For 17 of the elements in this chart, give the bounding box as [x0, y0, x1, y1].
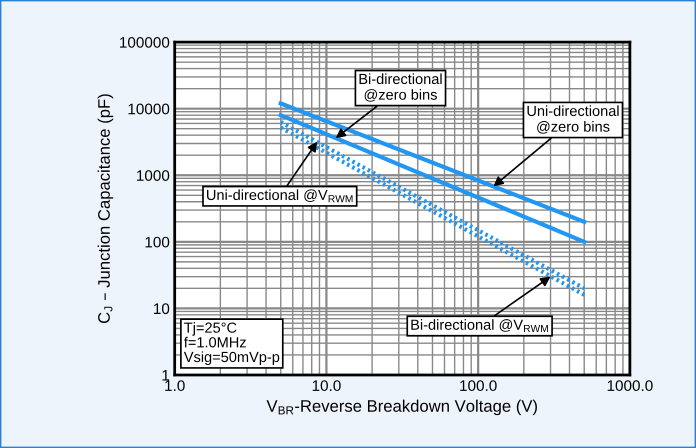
y-tick-label: 1 — [162, 370, 170, 381]
x-tick-label: 1.0 — [165, 380, 185, 392]
x-tick-label: 100.0 — [460, 380, 497, 392]
annotation: Uni-directional @zero bins — [528, 105, 619, 134]
y-tick-label: 10 — [154, 303, 170, 314]
y-tick-label: 100 — [146, 236, 170, 248]
x-axis-title: V$_{BR}$-Reverse Breakdown Voltage (V) — [266, 400, 537, 416]
annotation: Bi-directional @V$_{RWM}$ — [411, 319, 548, 332]
y-tick-label: 10000 — [128, 104, 170, 114]
y-tick-label: 100000 — [120, 36, 170, 48]
x-tick-label: 1000.0 — [608, 380, 653, 392]
x-tick-label: 10.0 — [312, 380, 341, 392]
annotation: Tj=25°C f=1.0MHz Vsig=50mVp-p — [184, 322, 280, 365]
y-tick-label: 1000 — [137, 170, 170, 181]
annotation: Uni-directional @V$_{RWM}$ — [207, 189, 353, 202]
y-axis-title: C$_{J}$ – Junction Capacitance (pF) — [98, 94, 114, 324]
annotation: Bi-directional @zero bins — [360, 73, 442, 102]
